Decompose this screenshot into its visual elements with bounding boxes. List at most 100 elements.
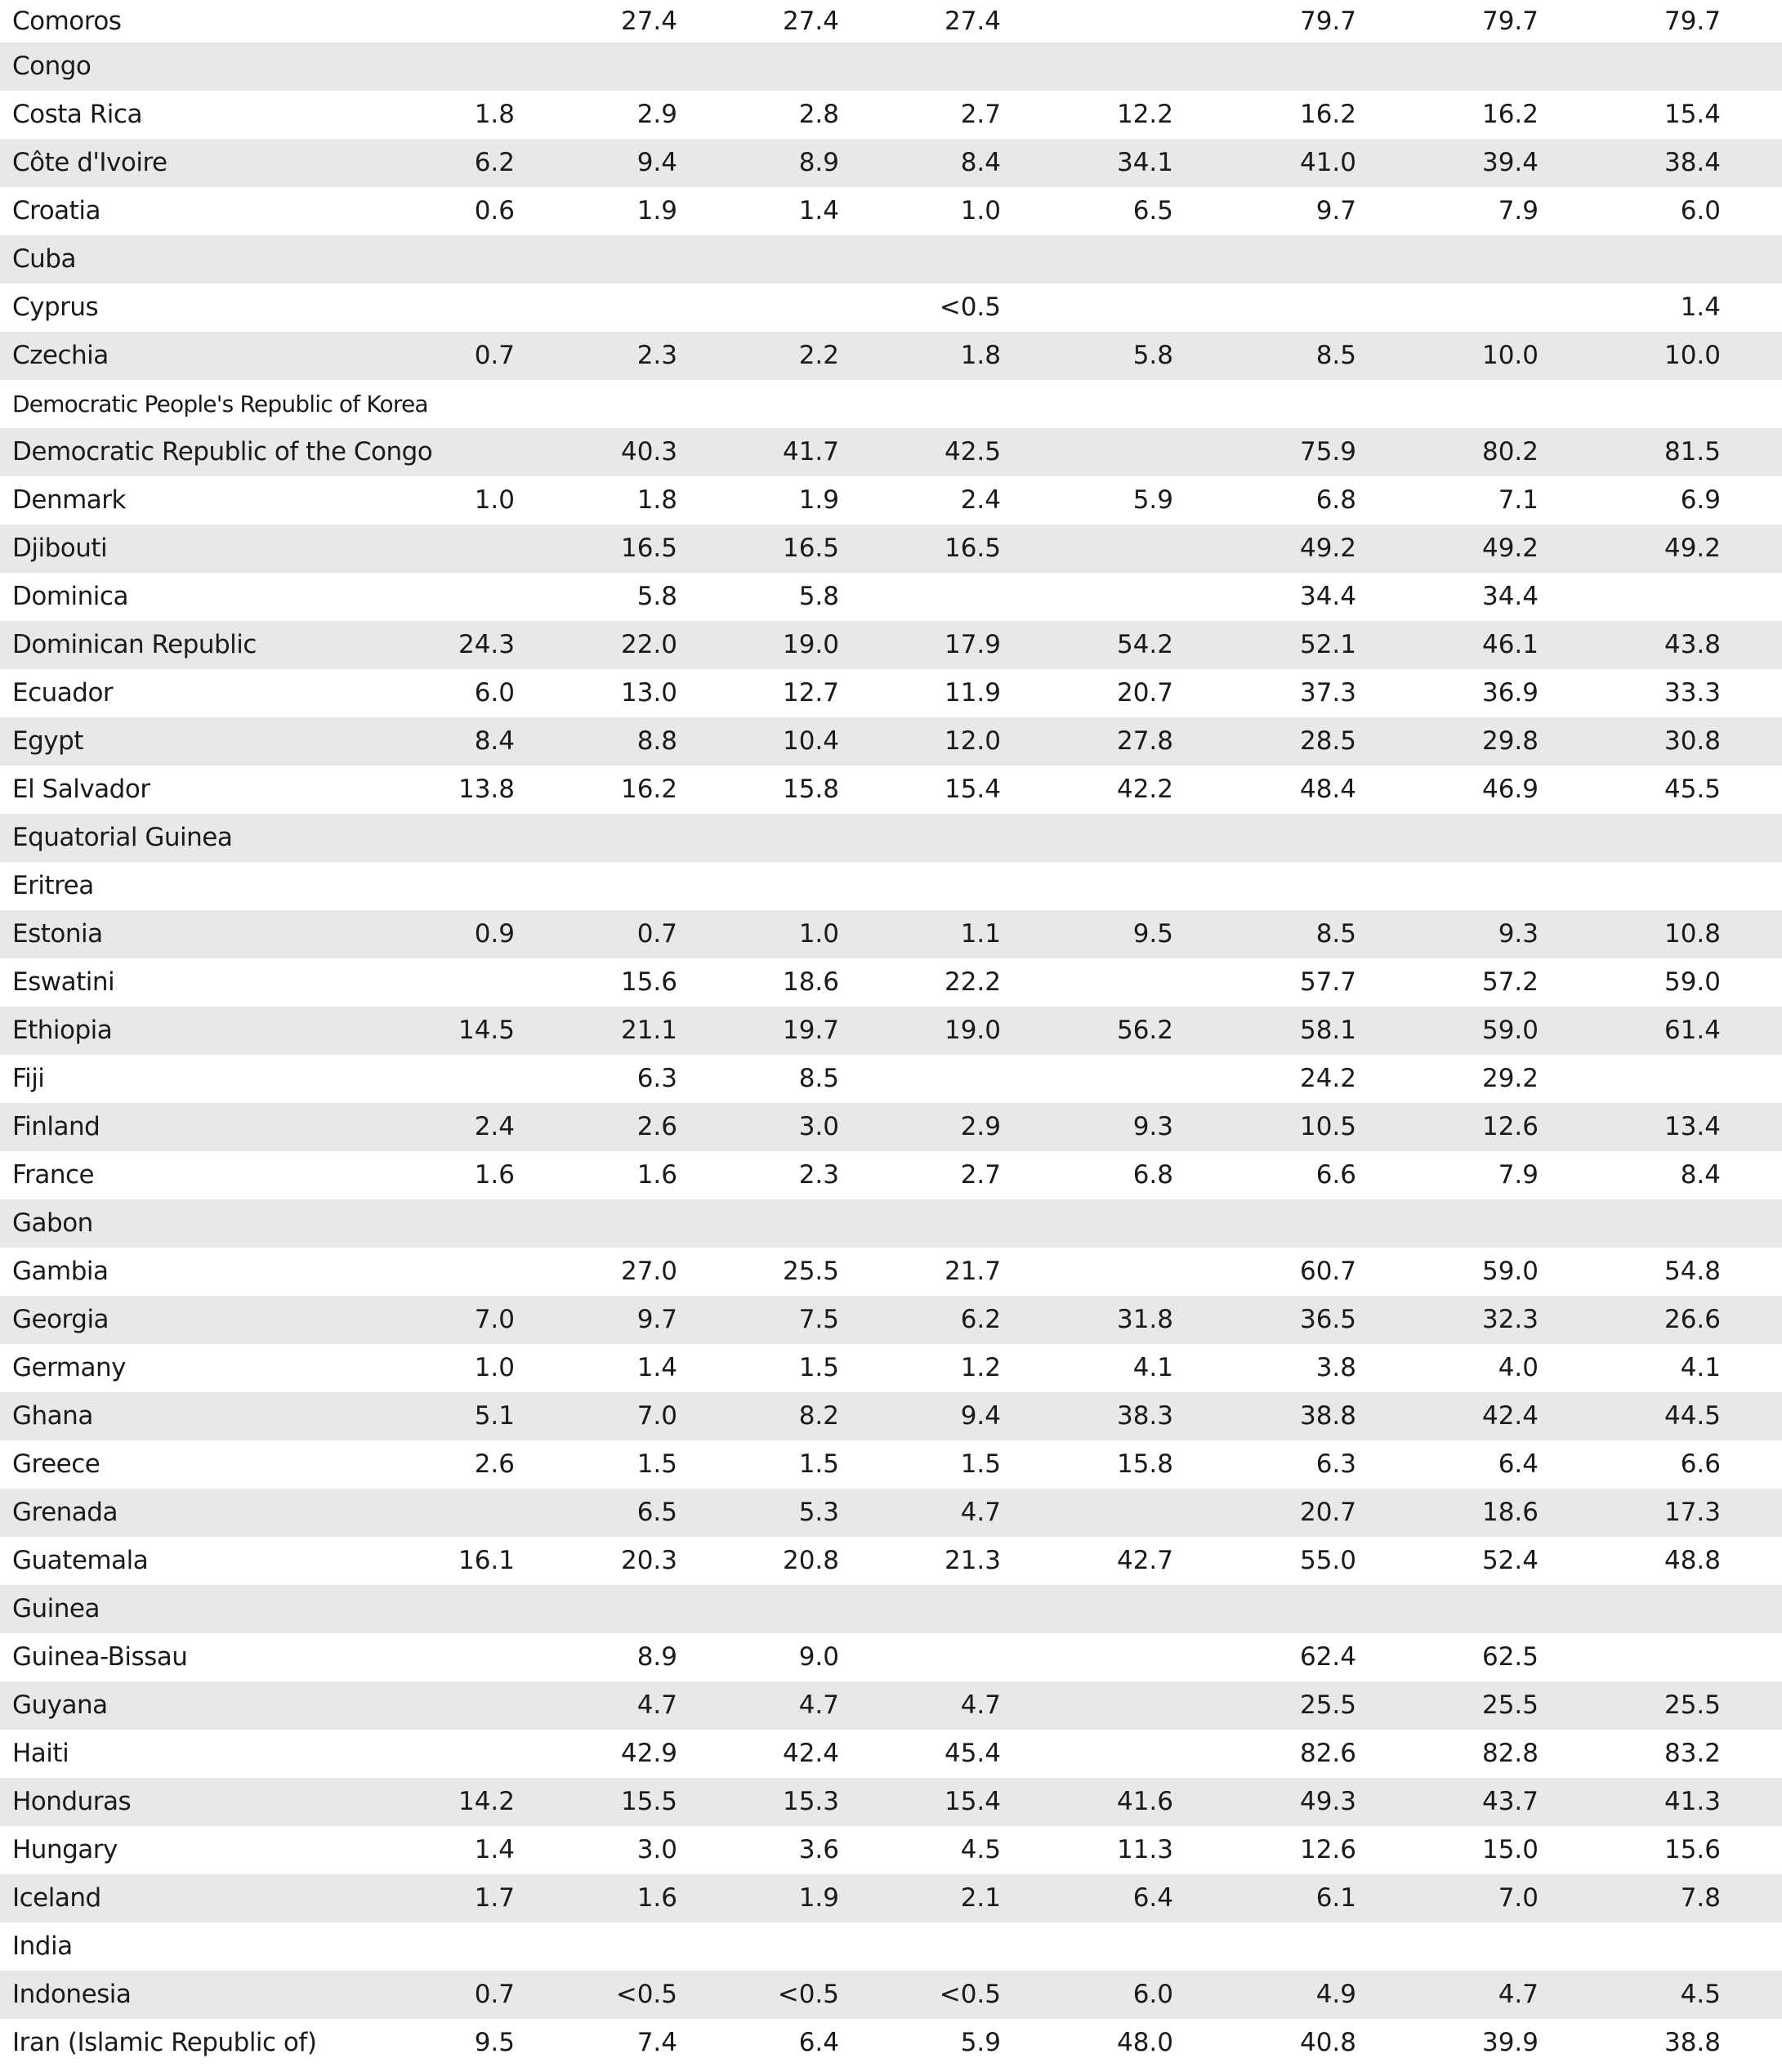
value-cell-col-2: 1.8 [636,485,677,515]
table-row: Ethiopia 14.5 21.1 19.7 19.0 56.2 58.1 59.0 61.4 [0,1007,1782,1055]
value-cell-col-3: 5.8 [798,582,839,611]
value-cell-col-5: 5.9 [1132,485,1173,515]
value-cell-col-8: 48.8 [1664,1546,1721,1575]
value-cell-col-1: 6.2 [474,148,515,177]
value-cell-col-8: 26.6 [1664,1305,1721,1334]
value-cell-col-6: 24.2 [1299,1064,1356,1093]
value-cell-col-3: 25.5 [782,1257,839,1286]
value-cell-col-2: 16.2 [620,775,677,804]
value-cell-col-5: 34.1 [1116,148,1173,177]
value-cell-col-3: 19.0 [782,630,839,659]
value-cell-col-8: 25.5 [1664,1690,1721,1720]
value-cell-col-7: 7.0 [1498,1883,1539,1913]
value-cell-col-2: 3.0 [636,1835,677,1864]
value-cell-col-3: 1.5 [798,1353,839,1382]
table-row: Cyprus <0.5 1.4 [0,284,1782,332]
value-cell-col-2: 20.3 [620,1546,677,1575]
value-cell-col-7: 29.2 [1481,1064,1539,1093]
table-row: Dominican Republic 24.3 22.0 19.0 17.9 54.2 52… [0,621,1782,669]
value-cell-col-7: 4.0 [1498,1353,1539,1382]
country-name: Cuba [12,244,76,274]
value-cell-col-2: 8.8 [636,726,677,756]
value-cell-col-4: 42.5 [944,437,1001,467]
country-name: Costa Rica [12,100,142,129]
value-cell-col-2: 16.5 [620,534,677,563]
country-name: India [12,1931,73,1961]
value-cell-col-2: 4.7 [636,1690,677,1720]
value-cell-col-5: 42.7 [1116,1546,1173,1575]
value-cell-col-5: 6.5 [1132,196,1173,226]
table-row: Haiti 42.9 42.4 45.4 82.6 82.8 83.2 [0,1730,1782,1778]
value-cell-col-4: 2.4 [960,485,1001,515]
value-cell-col-8: 30.8 [1664,726,1721,756]
country-name: Eritrea [12,871,94,900]
value-cell-col-3: 1.5 [798,1449,839,1479]
value-cell-col-2: 1.6 [636,1160,677,1190]
table-row: Fiji 6.3 8.5 24.2 29.2 [0,1055,1782,1103]
value-cell-col-7: 4.7 [1498,1980,1539,2009]
value-cell-col-8: 44.5 [1664,1401,1721,1431]
value-cell-col-5: 11.3 [1116,1835,1173,1864]
value-cell-col-1: 8.4 [474,726,515,756]
value-cell-col-6: 57.7 [1299,967,1356,997]
value-cell-col-7: 46.9 [1481,775,1539,804]
value-cell-col-6: 6.6 [1315,1160,1356,1190]
value-cell-col-7: 42.4 [1481,1401,1539,1431]
value-cell-col-2: 6.3 [636,1064,677,1093]
country-name: Dominican Republic [12,630,257,659]
value-cell-col-7: 62.5 [1481,1642,1539,1672]
country-name: France [12,1160,95,1190]
value-cell-col-7: 59.0 [1481,1257,1539,1286]
value-cell-col-3: 10.4 [782,726,839,756]
country-name: Greece [12,1449,100,1479]
table-row: Congo [0,42,1782,91]
value-cell-col-5: 54.2 [1116,630,1173,659]
country-name: Estonia [12,919,103,949]
value-cell-col-2: 40.3 [620,437,677,467]
value-cell-col-5: 31.8 [1116,1305,1173,1334]
value-cell-col-2: 7.0 [636,1401,677,1431]
value-cell-col-1: 1.7 [474,1883,515,1913]
value-cell-col-5: 5.8 [1132,341,1173,370]
value-cell-col-4: 45.4 [944,1739,1001,1768]
value-cell-col-5: 9.5 [1132,919,1173,949]
country-name: El Salvador [12,775,150,804]
country-name: Guinea [12,1594,100,1623]
value-cell-col-4: 12.0 [944,726,1001,756]
value-cell-col-2: 2.9 [636,100,677,129]
value-cell-col-4: 2.1 [960,1883,1001,1913]
value-cell-col-5: 6.0 [1132,1980,1173,2009]
country-name: Côte d'Ivoire [12,148,167,177]
value-cell-col-5: 6.4 [1132,1883,1173,1913]
value-cell-col-2: 27.4 [620,7,677,36]
value-cell-col-1: 0.7 [474,1980,515,2009]
value-cell-col-1: 2.6 [474,1449,515,1479]
value-cell-col-3: 8.5 [798,1064,839,1093]
country-name: Congo [12,51,92,81]
value-cell-col-2: 9.7 [636,1305,677,1334]
value-cell-col-2: 27.0 [620,1257,677,1286]
table-row: Germany 1.0 1.4 1.5 1.2 4.1 3.8 4.0 4.1 [0,1344,1782,1392]
table-row: Dominica 5.8 5.8 34.4 34.4 [0,573,1782,621]
value-cell-col-8: 49.2 [1664,534,1721,563]
value-cell-col-1: 1.0 [474,485,515,515]
value-cell-col-1: 0.7 [474,341,515,370]
value-cell-col-4: 27.4 [944,7,1001,36]
value-cell-col-2: 9.4 [636,148,677,177]
value-cell-col-3: 1.0 [798,919,839,949]
value-cell-col-4: 21.7 [944,1257,1001,1286]
value-cell-col-7: 46.1 [1481,630,1539,659]
value-cell-col-8: 4.5 [1680,1980,1721,2009]
value-cell-col-5: 42.2 [1116,775,1173,804]
value-cell-col-6: 60.7 [1299,1257,1356,1286]
value-cell-col-2: 2.6 [636,1112,677,1141]
country-name: Democratic People's Republic of Korea [12,391,429,418]
value-cell-col-6: 40.8 [1299,2028,1356,2057]
value-cell-col-3: 1.9 [798,1883,839,1913]
value-cell-col-1: 7.0 [474,1305,515,1334]
value-cell-col-3: 2.3 [798,1160,839,1190]
value-cell-col-6: 62.4 [1299,1642,1356,1672]
country-name: Georgia [12,1305,109,1334]
value-cell-col-4: 4.7 [960,1498,1001,1527]
value-cell-col-2: 1.4 [636,1353,677,1382]
